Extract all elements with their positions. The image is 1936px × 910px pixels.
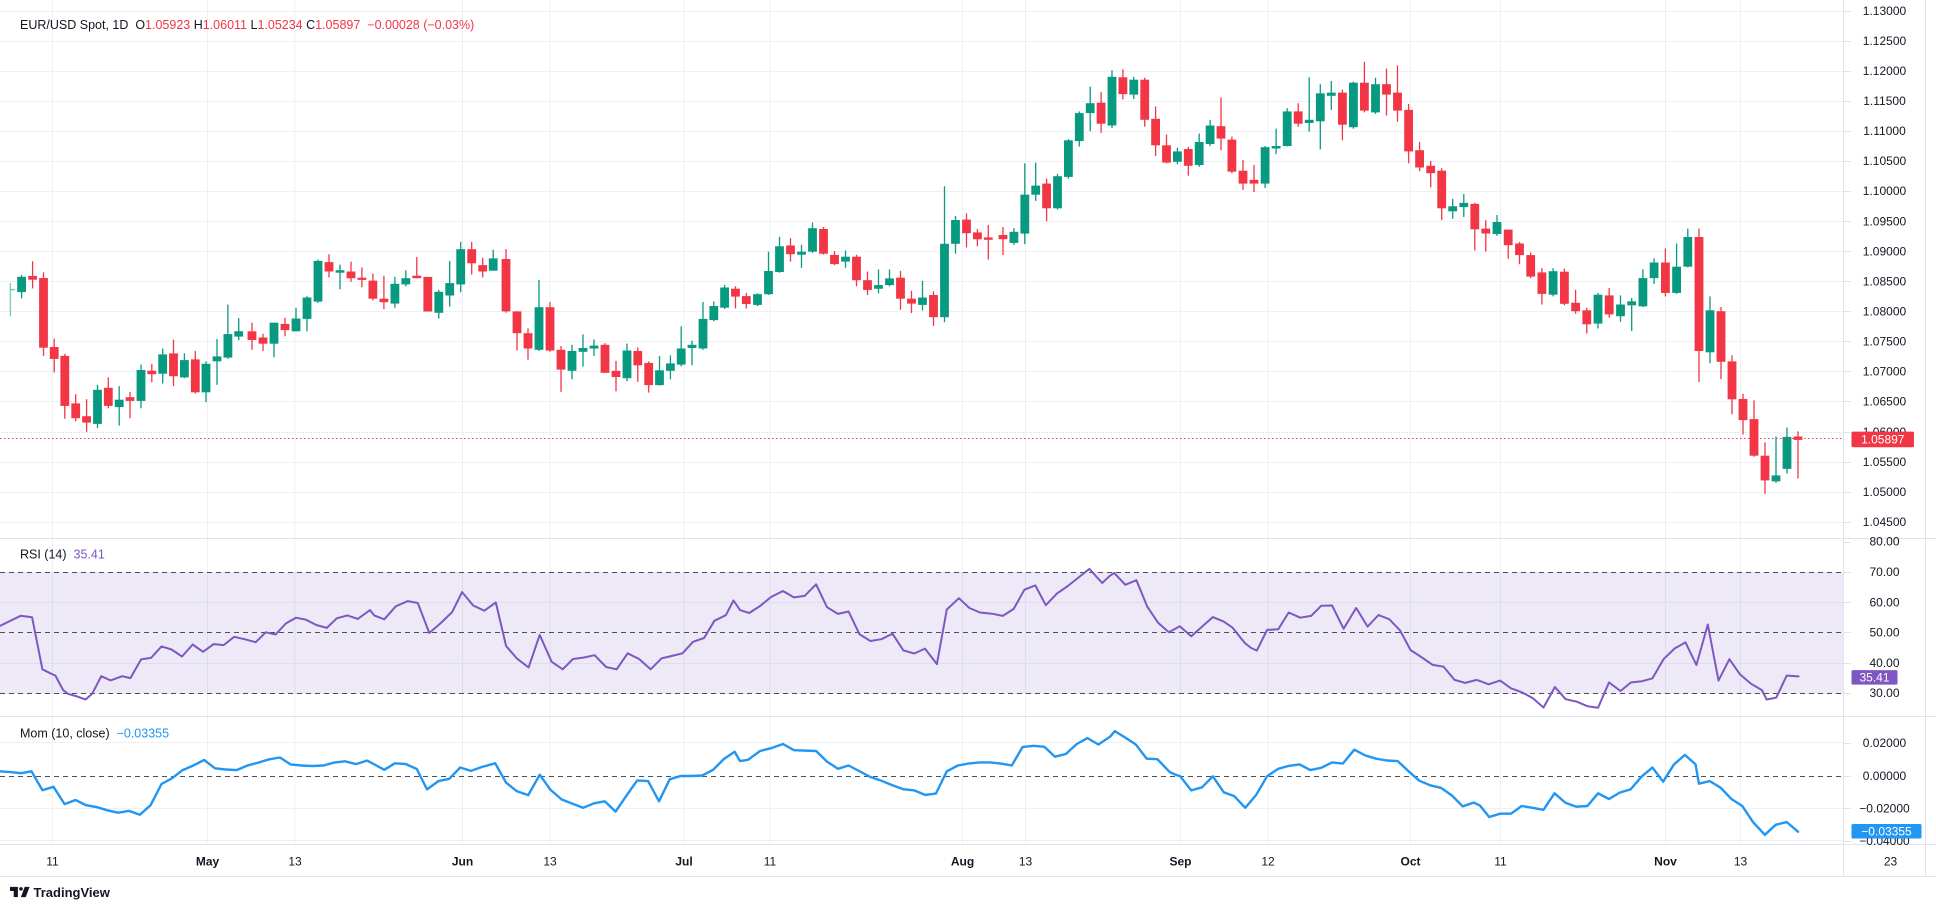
svg-text:50.00: 50.00 bbox=[1869, 626, 1899, 640]
svg-text:1.10000: 1.10000 bbox=[1863, 184, 1907, 198]
svg-text:1.10500: 1.10500 bbox=[1863, 154, 1907, 168]
svg-text:TradingView: TradingView bbox=[34, 885, 111, 900]
svg-text:80.00: 80.00 bbox=[1869, 535, 1899, 549]
svg-text:70.00: 70.00 bbox=[1869, 565, 1899, 579]
svg-text:Mom (10, close) −0.03355: Mom (10, close) −0.03355 bbox=[20, 727, 169, 741]
svg-text:May: May bbox=[196, 855, 220, 869]
svg-text:Sep: Sep bbox=[1169, 855, 1191, 869]
svg-text:RSI (14) 35.41: RSI (14) 35.41 bbox=[20, 548, 105, 562]
svg-text:1.12000: 1.12000 bbox=[1863, 64, 1907, 78]
svg-text:1.11000: 1.11000 bbox=[1863, 124, 1906, 138]
svg-text:1.07000: 1.07000 bbox=[1863, 365, 1907, 379]
svg-text:60.00: 60.00 bbox=[1869, 596, 1899, 610]
svg-text:1.13000: 1.13000 bbox=[1863, 4, 1907, 18]
svg-text:1.08000: 1.08000 bbox=[1863, 305, 1907, 319]
svg-text:1.07500: 1.07500 bbox=[1863, 335, 1907, 349]
svg-text:1.09000: 1.09000 bbox=[1863, 244, 1907, 258]
svg-text:13: 13 bbox=[1734, 855, 1748, 869]
svg-text:Oct: Oct bbox=[1400, 855, 1420, 869]
svg-text:1.05897: 1.05897 bbox=[1861, 433, 1905, 447]
svg-text:0.00000: 0.00000 bbox=[1863, 769, 1907, 783]
svg-text:1.09500: 1.09500 bbox=[1863, 214, 1907, 228]
svg-text:13: 13 bbox=[1019, 855, 1033, 869]
svg-text:12: 12 bbox=[1261, 855, 1275, 869]
svg-text:1.11500: 1.11500 bbox=[1863, 94, 1906, 108]
svg-text:Jul: Jul bbox=[675, 855, 692, 869]
svg-text:11: 11 bbox=[46, 855, 59, 869]
svg-text:35.41: 35.41 bbox=[1859, 671, 1889, 685]
svg-text:23: 23 bbox=[1884, 855, 1898, 869]
svg-text:1.05000: 1.05000 bbox=[1863, 485, 1907, 499]
svg-text:−0.02000: −0.02000 bbox=[1859, 802, 1910, 816]
svg-text:1.04500: 1.04500 bbox=[1863, 515, 1907, 529]
svg-text:−0.03355: −0.03355 bbox=[1861, 824, 1912, 838]
svg-text:0.02000: 0.02000 bbox=[1863, 736, 1907, 750]
svg-text:1.06500: 1.06500 bbox=[1863, 395, 1907, 409]
svg-text:1.08500: 1.08500 bbox=[1863, 274, 1907, 288]
svg-text:Jun: Jun bbox=[452, 855, 473, 869]
svg-text:13: 13 bbox=[288, 855, 302, 869]
svg-text:13: 13 bbox=[543, 855, 557, 869]
svg-text:11: 11 bbox=[1494, 855, 1507, 869]
svg-text:1.05500: 1.05500 bbox=[1863, 455, 1907, 469]
svg-text:EUR/USD Spot, 1D O1.05923 H1.: EUR/USD Spot, 1D O1.05923 H1.06011 L1.05… bbox=[20, 18, 474, 32]
svg-text:Nov: Nov bbox=[1654, 855, 1677, 869]
svg-text:Aug: Aug bbox=[951, 855, 974, 869]
svg-text:30.00: 30.00 bbox=[1869, 686, 1899, 700]
svg-text:1.12500: 1.12500 bbox=[1863, 34, 1907, 48]
svg-text:40.00: 40.00 bbox=[1869, 656, 1899, 670]
svg-text:11: 11 bbox=[764, 855, 777, 869]
